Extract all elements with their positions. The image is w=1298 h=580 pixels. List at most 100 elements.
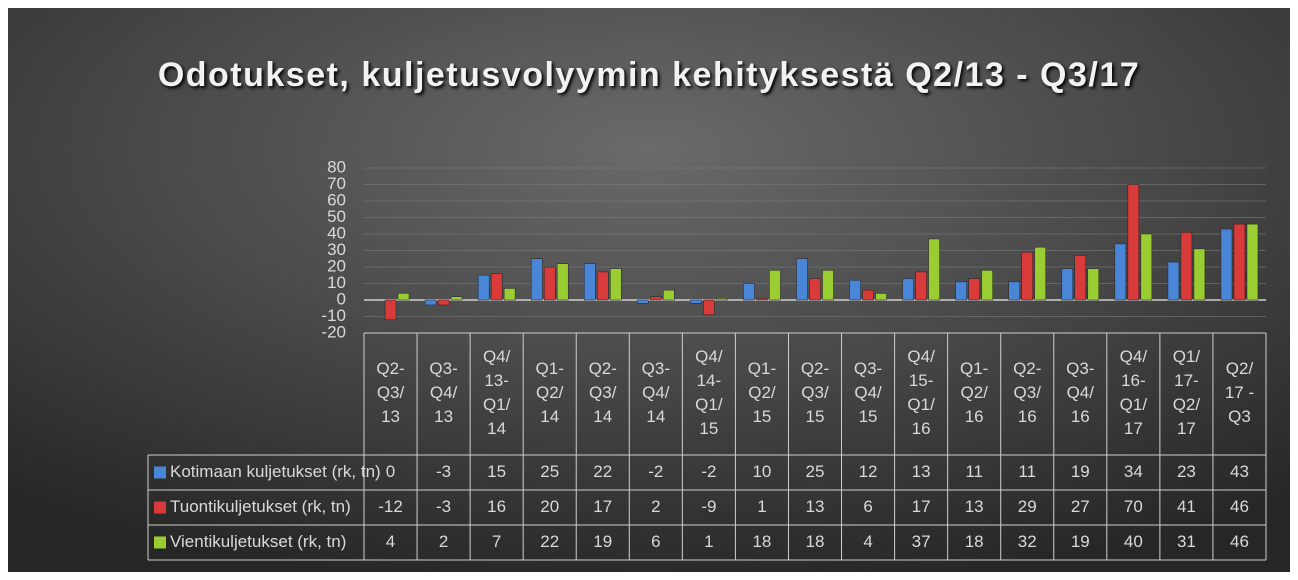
x-tick-label: Q4/14-Q1/15 <box>695 347 723 438</box>
y-tick-label: 0 <box>337 289 346 308</box>
table-value: 20 <box>540 497 559 516</box>
table-value: 41 <box>1177 497 1196 516</box>
bar <box>822 270 834 301</box>
y-tick-label: 50 <box>327 207 346 226</box>
bar <box>584 263 596 301</box>
table-value: 31 <box>1177 532 1196 551</box>
bar <box>1034 246 1046 301</box>
bar <box>530 258 543 301</box>
legend-label: Kotimaan kuljetukset (rk, tn) <box>170 462 381 481</box>
table-value: 1 <box>757 497 766 516</box>
table-value: 17 <box>912 497 931 516</box>
table-value: 7 <box>492 532 501 551</box>
table-value: 22 <box>540 532 559 551</box>
table-value: 25 <box>540 462 559 481</box>
table-value: 70 <box>1124 497 1143 516</box>
bar <box>477 275 490 301</box>
table-value: -3 <box>436 462 451 481</box>
table-value: 19 <box>593 532 612 551</box>
bar <box>384 299 397 321</box>
bar <box>716 298 728 301</box>
bar <box>915 271 927 301</box>
bar <box>556 263 569 301</box>
x-tick-label: Q3-Q4/14 <box>642 359 670 426</box>
y-tick-label: -10 <box>321 306 346 325</box>
table-value: -3 <box>436 497 451 516</box>
table-value: -12 <box>378 497 403 516</box>
x-tick-label: Q4/13-Q1/14 <box>483 347 511 438</box>
y-tick-label: -20 <box>321 322 346 341</box>
bar <box>397 293 410 301</box>
table-value: 18 <box>806 532 825 551</box>
bar <box>796 258 808 301</box>
table-value: 46 <box>1230 497 1249 516</box>
y-tick-label: 20 <box>327 256 346 275</box>
table-value: 34 <box>1124 462 1143 481</box>
table-value: 1 <box>704 532 713 551</box>
table-value: 22 <box>593 462 612 481</box>
legend-swatch <box>154 501 166 514</box>
table-value: 18 <box>752 532 771 551</box>
table-value: -9 <box>701 497 716 516</box>
table-value: 15 <box>487 462 506 481</box>
table-value: 11 <box>1018 462 1036 481</box>
x-tick-label: Q1-Q2/16 <box>960 359 988 426</box>
bar <box>1180 232 1193 301</box>
bar <box>981 270 993 301</box>
table-value: 29 <box>1018 497 1037 516</box>
table-value: 37 <box>912 532 931 551</box>
bar <box>849 279 861 301</box>
x-tick-label: Q2-Q3/16 <box>1013 359 1041 426</box>
legend-swatch <box>154 536 166 549</box>
table-value: 32 <box>1018 532 1037 551</box>
legend-label: Tuontikuljetukset (rk, tn) <box>170 497 351 516</box>
legend-label: Vientikuljetukset (rk, tn) <box>170 532 346 551</box>
bar <box>902 278 914 301</box>
table-value: 13 <box>912 462 931 481</box>
x-tick-label: Q1-Q2/14 <box>536 359 564 426</box>
bar <box>756 298 768 301</box>
chart-title: Odotukset, kuljetusvolyymin kehityksestä… <box>157 56 1141 94</box>
bar <box>690 299 702 304</box>
bar <box>1193 248 1206 301</box>
table-value: 6 <box>863 497 872 516</box>
bar <box>490 273 503 301</box>
table-value: 0 <box>386 462 395 481</box>
y-tick-label: 10 <box>327 273 346 292</box>
bar <box>1061 268 1074 301</box>
bar <box>1127 184 1140 301</box>
bar <box>437 299 450 306</box>
table-value: 13 <box>806 497 825 516</box>
table-value: 43 <box>1230 462 1249 481</box>
bar <box>1246 223 1259 301</box>
table-value: 40 <box>1124 532 1143 551</box>
x-tick-label: Q2-Q3/15 <box>801 359 829 426</box>
bar <box>743 283 755 301</box>
table-value: 11 <box>965 462 983 481</box>
table-value: 27 <box>1071 497 1090 516</box>
bar <box>928 238 940 301</box>
bar <box>1114 243 1127 301</box>
x-tick-label: Q4/16-Q1/17 <box>1120 347 1148 438</box>
bar <box>597 271 609 301</box>
bar <box>1140 233 1153 301</box>
x-tick-label: Q2/17 -Q3 <box>1225 359 1254 426</box>
bar <box>610 268 622 301</box>
table-value: 6 <box>651 532 660 551</box>
table-value: 19 <box>1071 532 1090 551</box>
x-tick-label: Q3-Q4/13 <box>429 359 457 426</box>
y-tick-label: 60 <box>327 190 346 209</box>
table-value: 17 <box>593 497 612 516</box>
table-value: 16 <box>487 497 506 516</box>
table-value: 25 <box>806 462 825 481</box>
bar <box>650 296 662 301</box>
table-value: 2 <box>439 532 448 551</box>
table-value: 4 <box>863 532 872 551</box>
x-tick-label: Q2-Q3/14 <box>589 359 617 426</box>
bar <box>862 289 874 301</box>
bar <box>1087 268 1100 301</box>
bar <box>968 278 980 301</box>
y-tick-label: 80 <box>327 157 346 176</box>
